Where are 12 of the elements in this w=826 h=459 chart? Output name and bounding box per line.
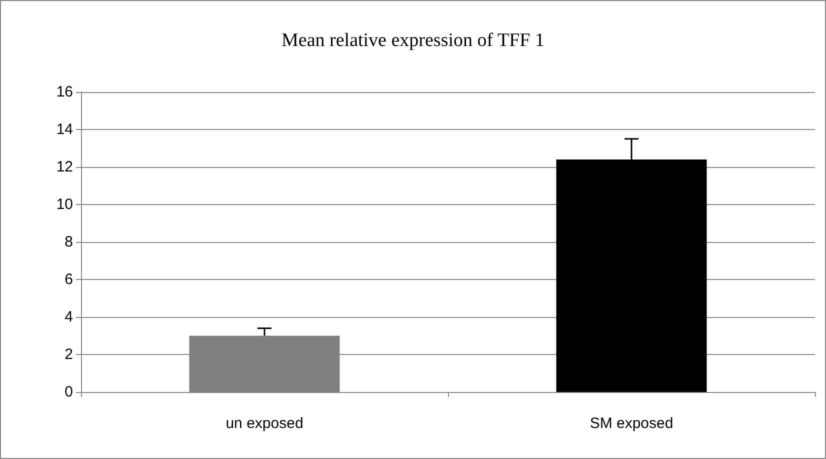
x-tick-label: un exposed xyxy=(226,415,304,432)
y-tick-label: 4 xyxy=(64,308,73,326)
x-tick-label: SM exposed xyxy=(590,415,674,432)
y-tick-label: 0 xyxy=(64,384,73,400)
y-tick-label: 6 xyxy=(64,271,73,288)
chart-title: Mean relative expression of TFF 1 xyxy=(282,30,544,51)
y-tick-label: 8 xyxy=(64,234,73,250)
y-tick-label: 14 xyxy=(56,121,73,138)
y-tick-label: 16 xyxy=(56,84,73,100)
y-tick-label: 12 xyxy=(56,158,73,176)
y-tick-label: 10 xyxy=(56,196,73,213)
y-tick-label: 2 xyxy=(64,346,73,363)
